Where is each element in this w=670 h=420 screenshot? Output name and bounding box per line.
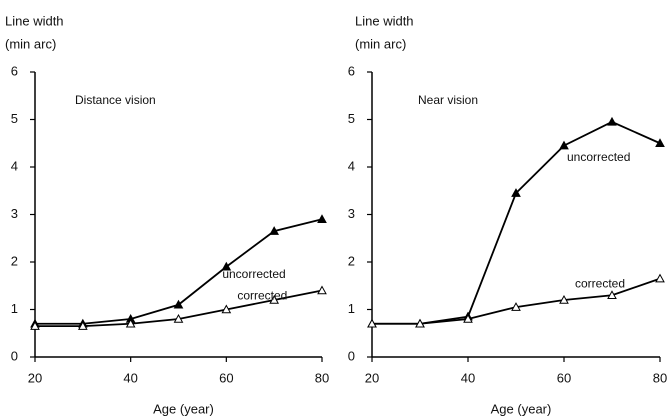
data-point (173, 313, 184, 323)
y-tick-label: 2 (348, 253, 355, 268)
y-tick-label: 4 (11, 158, 18, 173)
data-point (511, 302, 521, 311)
y-axis-label: (min arc) (355, 36, 406, 51)
x-tick-label: 80 (653, 370, 667, 385)
y-tick-label: 0 (11, 348, 18, 363)
y-tick-label: 5 (348, 111, 355, 126)
data-point (463, 313, 473, 323)
series-label: corrected (575, 276, 625, 290)
data-point (607, 116, 617, 126)
y-axis-label: (min arc) (5, 36, 56, 51)
panel-title: Distance vision (75, 93, 156, 107)
y-tick-label: 6 (11, 63, 18, 78)
x-tick-label: 60 (557, 370, 571, 385)
data-point (30, 321, 40, 330)
data-point (221, 304, 232, 314)
data-point (125, 318, 136, 328)
data-point (269, 294, 280, 304)
x-tick-label: 20 (365, 370, 379, 385)
panel-title: Near vision (418, 93, 478, 107)
x-tick-label: 40 (123, 370, 137, 385)
data-point (173, 299, 184, 309)
data-point (269, 226, 280, 235)
y-tick-label: 1 (11, 301, 18, 316)
x-tick-label: 60 (219, 370, 233, 385)
data-point (559, 140, 569, 150)
y-tick-label: 0 (348, 348, 355, 363)
data-point (367, 318, 377, 328)
y-tick-label: 3 (348, 206, 355, 221)
data-point (221, 261, 232, 271)
x-tick-label: 20 (28, 370, 42, 385)
data-point (559, 294, 569, 304)
series-label: uncorrected (567, 150, 630, 164)
y-tick-label: 1 (348, 301, 355, 316)
data-point (607, 290, 617, 299)
data-point (317, 285, 327, 295)
series-label: corrected (237, 289, 287, 303)
data-point (511, 188, 521, 197)
data-point (655, 138, 665, 147)
x-axis-label: Age (year) (491, 401, 552, 416)
y-axis-label: Line width (5, 13, 64, 28)
data-point (655, 273, 665, 283)
data-point (77, 321, 88, 330)
data-point (317, 214, 327, 223)
data-point (415, 318, 425, 328)
series-label: uncorrected (222, 267, 285, 281)
x-tick-label: 80 (315, 370, 329, 385)
x-axis-label: Age (year) (153, 401, 214, 416)
y-tick-label: 4 (348, 158, 355, 173)
y-tick-label: 6 (348, 63, 355, 78)
y-axis-label: Line width (355, 13, 414, 28)
y-tick-label: 5 (11, 111, 18, 126)
y-tick-label: 2 (11, 253, 18, 268)
x-tick-label: 40 (461, 370, 475, 385)
y-tick-label: 3 (11, 206, 18, 221)
